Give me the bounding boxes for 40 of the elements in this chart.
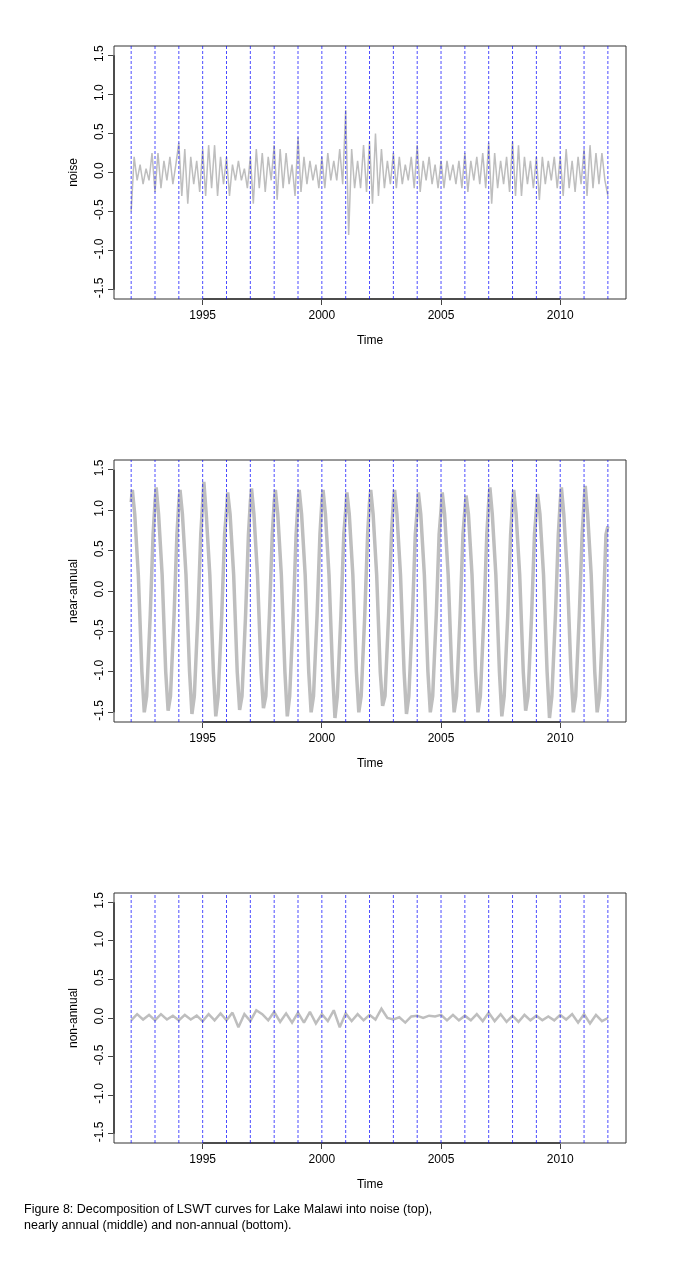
x-tick-label: 2010 <box>546 731 574 746</box>
x-axis-title: Time <box>356 333 384 348</box>
x-tick-label: 1995 <box>189 731 217 746</box>
y-tick-label: 1.0 <box>92 499 107 517</box>
x-tick-label: 1995 <box>189 308 217 323</box>
y-axis-title: noise <box>65 157 80 187</box>
x-tick-label: 2010 <box>546 308 574 323</box>
y-tick-label: -0.5 <box>92 199 107 221</box>
y-tick-label: 1.0 <box>92 83 107 101</box>
y-tick-label: -0.5 <box>92 618 107 640</box>
x-tick-label: 2000 <box>308 731 336 746</box>
x-axis-title: Time <box>356 756 384 771</box>
y-tick-label: 0.0 <box>92 580 107 598</box>
y-axis-title: near-annual <box>65 558 80 624</box>
y-tick-label: 1.5 <box>92 891 107 909</box>
x-tick-label: 1995 <box>189 1152 217 1167</box>
x-tick-label: 2005 <box>427 308 455 323</box>
x-tick-label: 2005 <box>427 1152 455 1167</box>
caption: Figure 8: Decomposition of LSWT curves for Lake Malawi into noise (top), nearly annual (middle) and non-annual (bottom). <box>24 1202 433 1233</box>
y-tick-label: 0.5 <box>92 968 107 986</box>
y-tick-label: -1.5 <box>92 277 107 299</box>
x-tick-label: 2005 <box>427 731 455 746</box>
x-axis-title: Time <box>356 1177 384 1192</box>
x-tick-label: 2000 <box>308 1152 336 1167</box>
x-tick-label: 2000 <box>308 308 336 323</box>
y-axis-title: non-annual <box>65 987 80 1049</box>
y-tick-label: -1.5 <box>92 699 107 721</box>
y-tick-label: 0.0 <box>92 162 107 180</box>
y-tick-label: 0.5 <box>92 540 107 558</box>
y-tick-label: -1.5 <box>92 1121 107 1143</box>
y-tick-label: 1.5 <box>92 459 107 477</box>
y-tick-label: -1.0 <box>92 1082 107 1104</box>
y-tick-label: -0.5 <box>92 1044 107 1066</box>
y-tick-label: 1.5 <box>92 44 107 62</box>
y-tick-label: 0.5 <box>92 123 107 140</box>
y-tick-label: -1.0 <box>92 659 107 681</box>
y-tick-label: -1.0 <box>92 238 107 260</box>
x-tick-label: 2010 <box>546 1152 574 1167</box>
y-tick-label: 0.0 <box>92 1007 107 1025</box>
y-tick-label: 1.0 <box>92 930 107 948</box>
